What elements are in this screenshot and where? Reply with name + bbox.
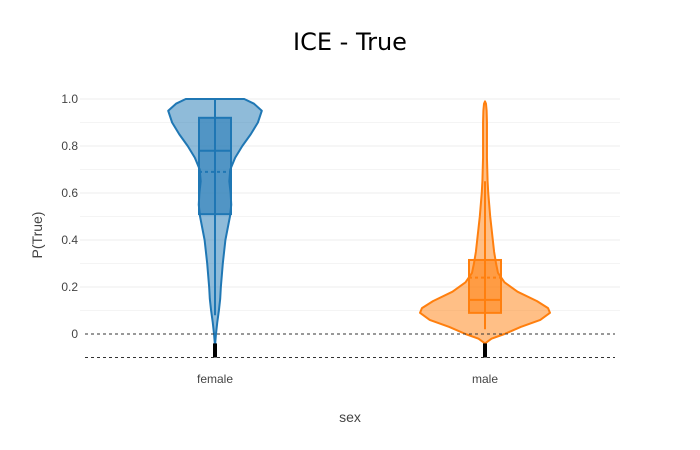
reference-lines <box>85 333 615 358</box>
y-tick-label-4: 0.8 <box>61 139 78 153</box>
box-male <box>468 258 502 314</box>
y-tick-label-3: 0.6 <box>61 186 78 200</box>
y-axis-label: P(True) <box>29 212 45 259</box>
violin-layer <box>167 98 551 358</box>
violin-female <box>167 98 263 358</box>
x-tick-label-female: female <box>197 372 233 386</box>
grid-layer <box>80 98 620 311</box>
y-tick-label-1: 0.2 <box>61 280 78 294</box>
box-female <box>198 116 232 216</box>
y-tick-label-2: 0.4 <box>61 233 78 247</box>
violin-male <box>419 100 551 358</box>
tick-labels: 0 0.2 0.4 0.6 0.8 1.0 female male <box>61 92 498 386</box>
chart-title: ICE - True <box>293 28 407 56</box>
y-tick-label-5: 1.0 <box>61 92 78 106</box>
y-tick-label-0: 0 <box>71 327 78 341</box>
x-tick-label-male: male <box>472 372 498 386</box>
x-axis-label: sex <box>339 409 361 425</box>
